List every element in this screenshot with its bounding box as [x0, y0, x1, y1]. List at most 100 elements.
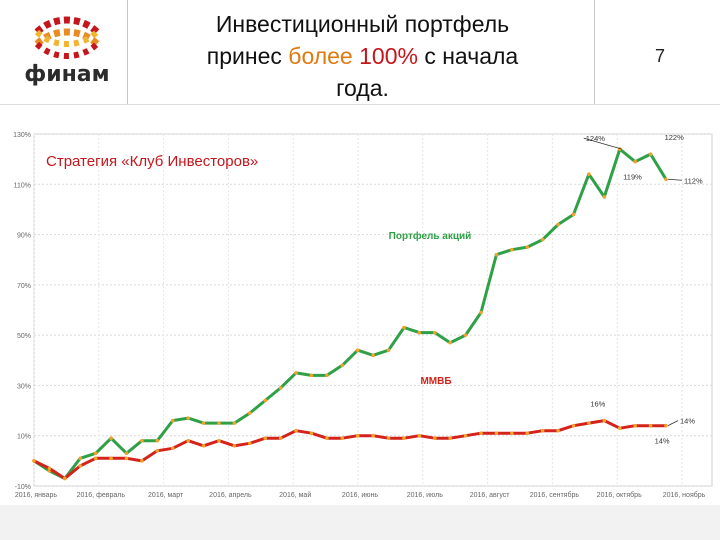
- annotation-leader: [667, 178, 683, 181]
- data-point: [47, 466, 52, 471]
- x-tick-label: 2016, февраль: [77, 492, 126, 499]
- data-point: [463, 333, 468, 337]
- data-point: [463, 433, 468, 438]
- data-point: [309, 431, 314, 436]
- x-tick-label: 2016, январь: [15, 492, 58, 499]
- title-line-1: Инвестиционный портфель: [215, 11, 510, 37]
- data-point: [417, 433, 422, 438]
- data-point: [386, 436, 391, 441]
- data-point: [432, 436, 437, 441]
- data-point: [109, 456, 113, 461]
- data-point: [448, 340, 452, 345]
- series-label-portfolio: Портфель акций: [389, 230, 472, 242]
- slide-title: Инвестиционный портфель принес более 100…: [140, 8, 585, 104]
- data-point: [355, 433, 360, 438]
- brand-name: финам: [24, 62, 110, 87]
- data-point: [201, 443, 206, 448]
- x-tick-label: 2016, март: [148, 492, 184, 499]
- title-line-3: года.: [336, 75, 389, 101]
- x-tick-label: 2016, октябрь: [597, 491, 642, 499]
- x-tick-label: 2016, август: [470, 492, 511, 499]
- x-tick-label: 2016, ноябрь: [663, 491, 706, 499]
- data-point: [78, 456, 83, 461]
- data-point: [248, 411, 252, 415]
- data-point: [448, 436, 452, 441]
- data-label: 16%: [590, 400, 605, 409]
- chart-area: -10% 10% 30% 50% 70% 90% 110% 130% 2016, январь 2…: [0, 124, 720, 504]
- data-point: [386, 348, 391, 353]
- data-point: [371, 353, 375, 358]
- data-point: [540, 428, 545, 433]
- data-point: [278, 436, 283, 441]
- y-tick-label: 130%: [13, 132, 31, 139]
- y-tick-label: 70%: [17, 283, 31, 290]
- data-point: [371, 433, 375, 438]
- data-point: [325, 373, 329, 378]
- footer-band: [0, 505, 720, 540]
- data-point: [170, 446, 175, 451]
- data-point: [309, 373, 314, 378]
- data-label: 124%: [586, 134, 606, 143]
- x-tick-label: 2016, май: [279, 491, 311, 499]
- data-point: [124, 451, 129, 456]
- data-point: [170, 418, 175, 423]
- series-line-mmvb: [33, 419, 666, 480]
- data-point: [263, 436, 268, 441]
- data-point: [217, 438, 221, 443]
- data-label: 14%: [655, 437, 670, 446]
- data-point: [602, 418, 607, 423]
- x-tick-label: 2016, июль: [407, 492, 444, 499]
- data-point: [571, 212, 576, 217]
- y-tick-label: 110%: [14, 182, 31, 189]
- data-point: [571, 423, 576, 428]
- data-point: [63, 476, 67, 481]
- data-point: [510, 247, 514, 252]
- data-point: [633, 423, 637, 428]
- title-line-2: принес более 100% с начала: [140, 40, 585, 72]
- finam-emblem-icon: [34, 16, 100, 59]
- data-point: [294, 428, 298, 433]
- data-point: [510, 431, 514, 436]
- chart-title: Стратегия «Клуб Инвесторов»: [46, 153, 258, 170]
- data-point: [633, 159, 637, 164]
- data-point: [232, 421, 237, 425]
- data-point: [494, 431, 499, 436]
- data-point: [540, 237, 545, 242]
- data-point: [587, 421, 591, 425]
- data-point: [278, 386, 283, 390]
- title-highlight-percent: 100%: [359, 43, 418, 69]
- data-label: 112%: [684, 176, 703, 185]
- finam-logo: финам: [12, 14, 122, 94]
- x-tick-label: 2016, апрель: [209, 492, 252, 499]
- data-point: [124, 456, 129, 461]
- data-point: [263, 398, 268, 403]
- data-point: [648, 423, 653, 428]
- data-point: [402, 436, 406, 441]
- data-point: [556, 428, 560, 433]
- y-tick-label: 50%: [17, 333, 31, 340]
- data-point: [479, 310, 483, 315]
- data-point: [664, 177, 668, 182]
- data-point: [78, 464, 83, 468]
- header-divider-left: [127, 0, 128, 104]
- data-point: [294, 371, 298, 375]
- data-point: [525, 245, 530, 249]
- data-point: [248, 441, 252, 446]
- plot-frame: [33, 133, 713, 487]
- annotation-leader: [583, 137, 622, 150]
- data-point: [325, 436, 329, 441]
- title-highlight-more: более: [288, 43, 353, 69]
- data-point: [617, 426, 622, 430]
- data-point: [93, 456, 98, 461]
- data-label: 122%: [665, 133, 685, 142]
- data-point: [232, 443, 237, 448]
- data-point: [587, 172, 591, 177]
- data-point: [201, 421, 206, 425]
- data-point: [402, 325, 406, 330]
- data-point: [93, 451, 98, 456]
- page-number: 7: [654, 46, 665, 66]
- y-tick-label: 30%: [17, 383, 31, 390]
- performance-chart: -10% 10% 30% 50% 70% 90% 110% 130% 2016, январь 2…: [13, 132, 713, 499]
- header-rule: [0, 104, 720, 105]
- data-point: [355, 348, 360, 353]
